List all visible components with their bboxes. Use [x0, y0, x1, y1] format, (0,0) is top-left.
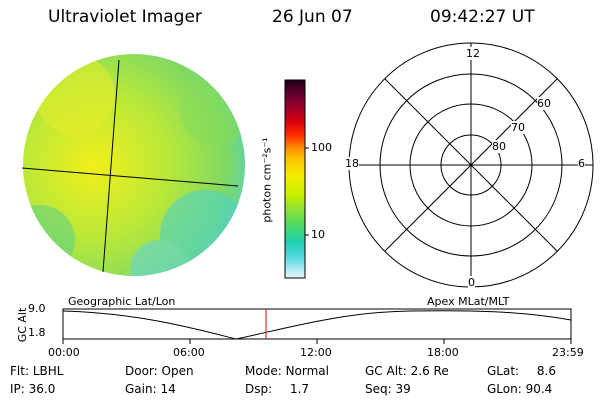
- status-ip: IP: 36.0: [10, 382, 56, 396]
- status-dsp: Dsp: 1.7: [245, 382, 310, 396]
- mlt-label-0: 0: [468, 276, 475, 289]
- alt-ytick-1_8: 1.8: [28, 326, 46, 339]
- mlt-label-18: 18: [345, 157, 359, 170]
- status-glon: GLon: 90.4: [487, 382, 553, 396]
- status-seq: Seq: 39: [365, 382, 411, 396]
- xtick-1200: 12:00: [300, 346, 332, 359]
- instrument-title: Ultraviolet Imager: [48, 7, 202, 27]
- geo-meridian-line: [102, 59, 120, 273]
- status-gain: Gain: 14: [125, 382, 176, 396]
- colorbar-unit-label: photon cm⁻²s⁻¹: [260, 137, 274, 223]
- alt-ytick-9: 9.0: [28, 302, 46, 315]
- colorbar-tick-10: 10: [311, 228, 325, 241]
- image-date: 26 Jun 07: [272, 7, 353, 27]
- mlt-label-6: 6: [578, 157, 585, 170]
- colorbar-tick-100: 100: [311, 141, 332, 154]
- alt-ylabel: GC Alt: [15, 307, 29, 343]
- geo-parallel-line: [21, 167, 239, 187]
- mlt-label-12: 12: [466, 47, 480, 60]
- geographic-caption: Geographic Lat/Lon: [68, 295, 176, 308]
- xtick-0000: 00:00: [48, 346, 80, 359]
- status-gc-alt: GC Alt: 2.6 Re: [365, 364, 449, 378]
- altitude-curve: [62, 310, 572, 340]
- status-mode: Mode: Normal: [245, 364, 329, 378]
- xtick-0600: 06:00: [173, 346, 205, 359]
- altitude-plot: [62, 308, 572, 344]
- mlat-label-60: 60: [537, 97, 551, 110]
- mlat-mlt-polar-grid: [348, 42, 594, 288]
- status-door: Door: Open: [125, 364, 194, 378]
- xtick-1800: 18:00: [427, 346, 459, 359]
- xtick-2359: 23:59: [552, 346, 584, 359]
- uv-image-disk: [21, 54, 245, 276]
- mlat-label-80: 80: [492, 140, 506, 153]
- image-time: 09:42:27 UT: [430, 7, 535, 27]
- status-filter: Flt: LBHL: [10, 364, 64, 378]
- status-glat: GLat: 8.6: [487, 364, 557, 378]
- mlat-label-70: 70: [511, 121, 525, 134]
- apex-caption: Apex MLat/MLT: [427, 295, 510, 308]
- intensity-colorbar: [284, 79, 306, 279]
